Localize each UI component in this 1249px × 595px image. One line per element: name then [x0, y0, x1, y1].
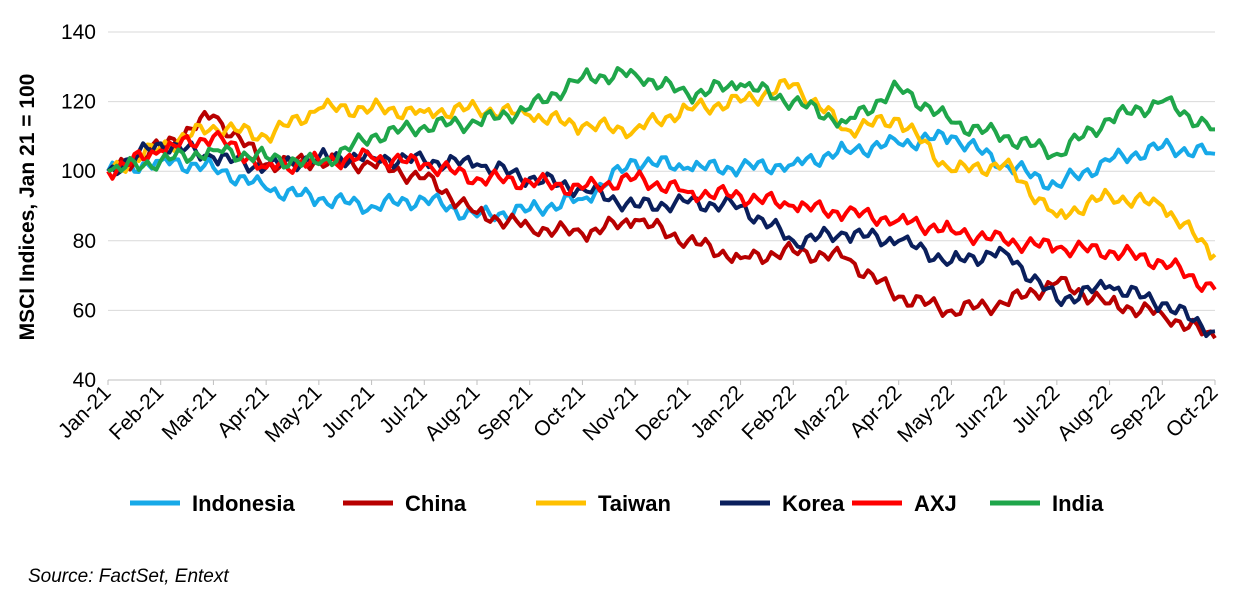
legend-label-indonesia: Indonesia	[192, 491, 295, 516]
x-tick-label: Feb-22	[738, 381, 801, 444]
legend-label-axj: AXJ	[914, 491, 957, 516]
x-tick-label: Sep-22	[1106, 381, 1170, 445]
y-tick-label: 40	[73, 369, 96, 392]
source-note: Source: FactSet, Entext	[28, 566, 229, 587]
series-line-china	[107, 110, 1217, 340]
series-line-axj	[106, 130, 1217, 293]
y-tick-label: 80	[73, 230, 96, 253]
legend-label-china: China	[405, 491, 467, 516]
x-tick-label: Jun-22	[950, 381, 1012, 443]
y-tick-label: 120	[61, 91, 96, 114]
x-tick-label: Sep-21	[473, 381, 537, 445]
series-line-india	[107, 66, 1215, 174]
x-tick-label: Jun-21	[317, 381, 379, 443]
x-tick-label: Oct-21	[529, 381, 590, 442]
x-tick-label: Aug-21	[420, 381, 484, 445]
y-tick-label: 140	[61, 21, 96, 44]
legend-label-korea: Korea	[782, 491, 845, 516]
y-tick-label: 60	[73, 299, 96, 322]
x-tick-label: Mar-21	[158, 381, 221, 444]
y-axis: 40 60 80 100 120 140	[61, 21, 96, 392]
x-axis: Jan-21Feb-21Mar-21Apr-21May-21Jun-21Jul-…	[54, 379, 1223, 447]
legend-label-india: India	[1052, 491, 1104, 516]
series-lines	[106, 66, 1217, 340]
x-tick-label: May-22	[893, 381, 959, 447]
series-line-indonesia	[106, 128, 1216, 223]
x-tick-label: Mar-22	[790, 381, 853, 444]
x-tick-label: May-21	[261, 381, 327, 447]
x-tick-label: Aug-22	[1053, 381, 1117, 445]
x-tick-label: Jan-22	[686, 381, 748, 443]
x-tick-label: Dec-21	[631, 381, 695, 445]
y-tick-label: 100	[61, 160, 96, 183]
x-tick-label: Feb-21	[105, 381, 168, 444]
x-tick-label: Oct-22	[1162, 381, 1223, 442]
legend-label-taiwan: Taiwan	[598, 491, 671, 516]
y-axis-title: MSCI Indices, Jan 21 = 100	[16, 74, 39, 341]
legend: Indonesia China Taiwan Korea AXJ India	[130, 491, 1104, 516]
series-line-taiwan	[106, 78, 1217, 261]
x-tick-label: Nov-21	[579, 381, 643, 445]
